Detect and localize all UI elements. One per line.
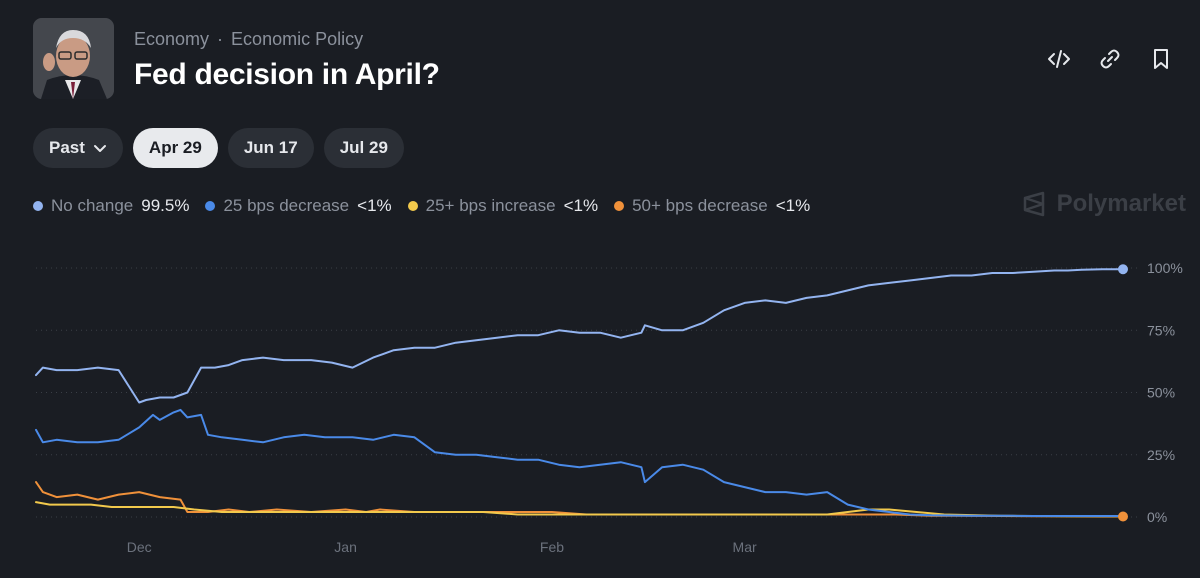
series-line-50-bps-decrease[interactable]: [35, 481, 1124, 518]
portrait-image: [33, 18, 114, 99]
tab-apr-29[interactable]: Apr 29: [132, 128, 218, 168]
legend-item-no-change[interactable]: No change 99.5%: [33, 196, 189, 216]
legend-label: 50+ bps decrease: [632, 196, 768, 215]
bookmark-button[interactable]: [1148, 46, 1174, 72]
legend-value: <1%: [775, 196, 811, 215]
legend-value: <1%: [563, 196, 599, 215]
legend-value: <1%: [357, 196, 392, 215]
legend-dot: [407, 201, 418, 211]
series-end-marker: [1118, 511, 1128, 522]
legend-item-50-bps-decrease[interactable]: 50+ bps decrease <1%: [614, 196, 810, 216]
header-actions: [1046, 46, 1174, 72]
x-tick-label: Mar: [733, 539, 757, 555]
copy-link-button[interactable]: [1097, 46, 1123, 72]
breadcrumb: Economy · Economic Policy: [134, 29, 363, 50]
y-tick-label: 25%: [1147, 447, 1175, 463]
brand-name: Polymarket: [1056, 190, 1186, 217]
legend-label: No change: [51, 196, 134, 215]
breadcrumb-category[interactable]: Economy: [134, 29, 210, 49]
past-label: Past: [49, 138, 85, 157]
legend-dot: [614, 201, 625, 211]
market-image: [33, 18, 114, 99]
legend-label: 25 bps decrease: [223, 196, 350, 215]
x-tick-label: Jan: [334, 539, 357, 555]
polymarket-watermark: Polymarket: [1021, 190, 1186, 218]
polymarket-logo-icon: [1023, 191, 1044, 217]
link-icon: [1100, 49, 1120, 69]
embed-icon: [1048, 50, 1070, 68]
chart-legend: No change 99.5% 25 bps decrease <1% 25+ …: [33, 196, 810, 216]
series-line-no-change[interactable]: [35, 268, 1124, 404]
bookmark-icon: [1154, 49, 1168, 69]
legend-item-25-bps-increase[interactable]: 25+ bps increase <1%: [407, 196, 599, 216]
legend-label: 25+ bps increase: [425, 196, 556, 215]
chevron-down-icon: [93, 145, 106, 152]
tab-jun-17[interactable]: Jun 17: [227, 128, 314, 168]
y-tick-label: 75%: [1147, 322, 1175, 338]
breadcrumb-separator: ·: [217, 29, 224, 49]
tab-jul-29[interactable]: Jul 29: [323, 128, 404, 168]
legend-dot: [205, 201, 216, 211]
series-line-25-bps-decrease[interactable]: [35, 408, 1124, 517]
x-tick-label: Dec: [127, 539, 152, 555]
series-line-25-bps-increase[interactable]: [35, 501, 1124, 518]
legend-item-25-bps-decrease[interactable]: 25 bps decrease <1%: [205, 196, 392, 216]
past-dropdown[interactable]: Past: [33, 128, 123, 168]
x-tick-label: Feb: [540, 539, 564, 555]
embed-button[interactable]: [1046, 46, 1072, 72]
series-end-marker: [1118, 264, 1128, 275]
page-title: Fed decision in April?: [134, 58, 440, 91]
date-filter-bar: Past Apr 29 Jun 17 Jul 29: [33, 128, 404, 168]
y-tick-label: 0%: [1147, 509, 1167, 525]
y-tick-label: 50%: [1147, 385, 1175, 401]
breadcrumb-subcategory[interactable]: Economic Policy: [231, 29, 364, 49]
legend-value: 99.5%: [141, 196, 190, 215]
legend-dot: [33, 201, 43, 211]
y-tick-label: 100%: [1147, 260, 1183, 276]
